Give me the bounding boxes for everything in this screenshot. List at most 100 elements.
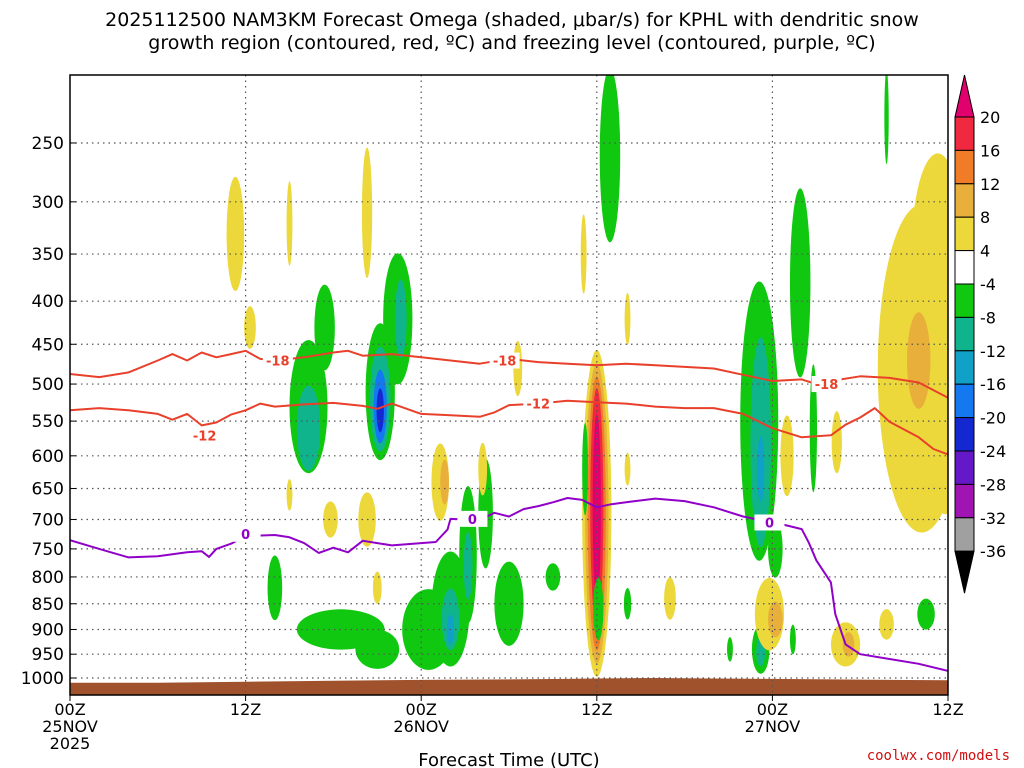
omega-cell-48 xyxy=(757,436,765,503)
omega-cell-14 xyxy=(361,147,373,278)
x-tick-label-0-1: 25NOV xyxy=(42,717,98,736)
x-tick-label-5-0: 12Z xyxy=(932,700,963,719)
omega-cell-9 xyxy=(394,279,407,359)
omega-cell-50 xyxy=(789,188,811,378)
colorbar-swatch-14 xyxy=(954,550,975,594)
x-tick-label-4-1: 27NOV xyxy=(745,717,801,736)
omega-cell-53 xyxy=(831,411,842,474)
contour-label--18-0: -18 xyxy=(266,355,290,370)
colorbar-label-4: 4 xyxy=(980,242,990,261)
contour-label-0-2: 0 xyxy=(765,516,774,531)
y-tick-label-850: 850 xyxy=(32,595,64,615)
colorbar-label-3: 8 xyxy=(980,208,990,227)
colorbar-swatch-3 xyxy=(954,183,975,218)
y-tick-label-1000: 1000 xyxy=(21,669,64,689)
terrain-layer xyxy=(70,678,948,695)
colorbar-label-8: -16 xyxy=(980,375,1006,394)
colorbar-label-9: -20 xyxy=(980,409,1006,428)
contour-label-bg--18-0 xyxy=(262,352,293,369)
colorbar-swatch-10 xyxy=(954,417,975,452)
omega-cell-63 xyxy=(879,609,894,640)
contour-label--12-1: -12 xyxy=(527,398,551,413)
x-tick-label-4-0: 00Z xyxy=(757,700,788,719)
y-tick-label-500: 500 xyxy=(32,375,64,395)
x-tick-label-0-2: 2025 xyxy=(50,734,91,753)
contour-0 xyxy=(70,497,948,672)
watermark: coolwx.com/models xyxy=(866,748,1010,764)
y-tick-label-750: 750 xyxy=(32,540,64,560)
colorbar-label-12: -32 xyxy=(980,509,1006,528)
y-tick-label-450: 450 xyxy=(32,335,64,355)
omega-shading xyxy=(226,75,948,677)
y-tick-label-250: 250 xyxy=(32,134,64,154)
contour-label-0-1: 0 xyxy=(468,513,477,528)
omega-cell-67 xyxy=(907,312,931,409)
contour-lines: -18 -18 -18 -12 -12 0 0 0 xyxy=(70,349,948,672)
omega-cell-17 xyxy=(267,555,283,621)
omega-cell-39 xyxy=(599,75,621,243)
omega-cell-57 xyxy=(727,637,733,662)
chart-title-line-2: growth region (contoured, red, ºC) and f… xyxy=(148,32,876,54)
omega-cell-29 xyxy=(478,442,488,496)
omega-cell-43 xyxy=(623,588,632,620)
x-axis-label: Forecast Time (UTC) xyxy=(418,750,599,768)
colorbar-swatch-5 xyxy=(954,250,975,285)
omega-cell-0 xyxy=(226,176,245,291)
omega-cell-1 xyxy=(244,306,256,349)
omega-cell-51 xyxy=(809,364,818,493)
omega-cell-42 xyxy=(624,452,631,486)
y-tick-label-400: 400 xyxy=(32,292,64,312)
colorbar-swatch-12 xyxy=(954,483,975,519)
omega-cell-31 xyxy=(494,561,524,646)
colorbar-label-7: -12 xyxy=(980,342,1006,361)
y-tick-label-350: 350 xyxy=(32,245,64,265)
omega-cell-52 xyxy=(780,415,794,497)
y-tick-label-900: 900 xyxy=(32,620,64,640)
omega-cell-16 xyxy=(372,571,382,604)
omega-cell-40 xyxy=(582,422,589,516)
omega-cell-68 xyxy=(934,449,948,515)
plot-frame xyxy=(69,74,949,696)
omega-cell-44 xyxy=(624,292,631,345)
colorbar-swatch-11 xyxy=(954,450,975,485)
y-tick-label-550: 550 xyxy=(32,412,64,432)
omega-cell-45 xyxy=(664,577,676,620)
omega-cell-19 xyxy=(355,629,400,669)
y-tick-label-700: 700 xyxy=(32,510,64,530)
omega-cell-5 xyxy=(314,284,335,371)
colorbar-swatch-7 xyxy=(954,316,975,352)
contour-label-bg--12-0 xyxy=(189,427,220,444)
colorbar-swatch-13 xyxy=(954,517,975,552)
x-tick-label-2-0: 00Z xyxy=(406,700,437,719)
omega-cell-7 xyxy=(286,479,293,511)
x-tick-label-2-1: 26NOV xyxy=(393,717,449,736)
plot-border xyxy=(69,74,949,696)
y-tick-label-950: 950 xyxy=(32,645,64,665)
y-axis: 250 300 350 400 450 500 550 600 650 700 750 800 850 9… xyxy=(21,134,76,689)
colorbar-swatch-4 xyxy=(954,216,975,252)
colorbar-swatch-2 xyxy=(954,149,975,185)
omega-cell-60 xyxy=(789,624,796,655)
omega-cell-62 xyxy=(842,632,855,657)
x-tick-label-1-0: 12Z xyxy=(230,700,261,719)
colorbar-label-0: 20 xyxy=(980,108,1000,127)
colorbar-label-13: -36 xyxy=(980,542,1006,561)
colorbar-label-11: -28 xyxy=(980,475,1006,494)
omega-cell-41 xyxy=(593,577,604,641)
contour-label-0-0: 0 xyxy=(241,528,250,543)
chart-title-line-1: 2025112500 NAM3KM Forecast Omega (shaded… xyxy=(105,9,919,31)
omega-cell-6 xyxy=(323,501,338,538)
y-tick-label-600: 600 xyxy=(32,447,64,467)
contour-label--12-0: -12 xyxy=(193,429,217,444)
contour-label-bg--18-1 xyxy=(489,352,520,369)
x-tick-label-3-0: 12Z xyxy=(581,700,612,719)
omega-cell-54 xyxy=(884,75,889,165)
y-tick-label-650: 650 xyxy=(32,480,64,500)
y-tick-label-800: 800 xyxy=(32,568,64,588)
contour-label-bg-0-2 xyxy=(754,514,785,531)
contour-label-bg-0-0 xyxy=(230,525,261,542)
colorbar-label-6: -8 xyxy=(980,308,996,327)
contour-label-bg-0-1 xyxy=(457,510,488,527)
